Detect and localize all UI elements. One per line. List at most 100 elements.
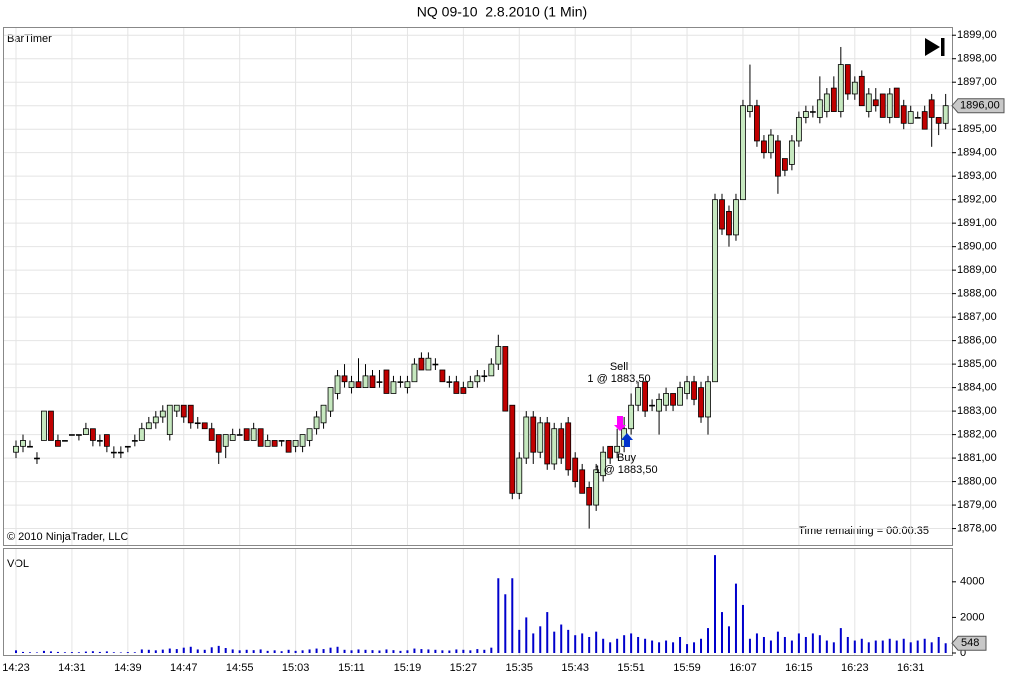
candle-body [348,381,355,389]
candle-body [62,440,68,442]
candle-body [334,375,341,394]
x-tick-label: 14:47 [170,662,198,674]
candle-body [858,75,865,107]
candle-body [495,346,502,365]
candle-body [537,422,544,453]
y-tick-label: 1883,00 [957,405,997,417]
y-tick-label: 0 [960,647,966,659]
candle-body [306,428,313,441]
candle-body [376,381,383,383]
candle-body [809,111,816,113]
candle-body [138,428,145,441]
candle-body [355,381,362,389]
y-tick-label: 1899,00 [957,29,997,41]
candle-body [194,422,201,425]
candle-body [292,440,299,447]
x-tick-label: 15:51 [617,662,645,674]
candle-body [851,81,858,95]
candle-body [124,445,131,448]
end-icon[interactable] [941,38,945,56]
candle-body [397,381,404,383]
candle-body [83,428,89,435]
candle-body [523,416,530,459]
candle-body [865,93,872,112]
candle-body [439,369,446,383]
sell-arrow [614,416,626,431]
x-tick-label: 15:35 [506,662,534,674]
candle-body [180,404,187,418]
y-tick-label: 4000 [960,576,984,588]
candle-body [516,457,523,494]
candle-body [886,93,893,118]
x-tick-label: 14:39 [114,662,142,674]
candle-body [558,428,565,459]
candle-body [110,451,117,454]
candle-body [341,375,348,383]
y-tick-label: 1895,00 [957,123,997,135]
play-to-end-button[interactable] [925,38,945,56]
candle-body [383,369,390,394]
candle-body [768,134,774,154]
copyright: © 2010 NinjaTrader, LLC [7,531,128,543]
indicator-label: BarTimer [7,33,52,45]
candle-body [201,422,208,430]
y-tick-label: 1890,00 [957,241,997,253]
y-tick-label: 1885,00 [957,358,997,370]
candle-body [551,428,558,465]
candle-body [914,117,921,119]
x-tick-label: 16:31 [897,662,925,674]
candle-body [481,375,488,378]
candle-body [586,487,593,506]
candle-body [719,199,725,230]
candle-body [823,93,830,112]
candle-body [117,451,124,454]
trade-label: Buy [617,452,636,464]
candle-body [474,375,481,383]
candle-body [320,404,327,424]
candle-body [670,393,676,406]
candle-body [76,434,82,436]
candle-body [446,381,453,383]
candle-body [264,440,271,447]
candle-body [907,111,914,124]
trade-detail: 1 @ 1883,50 [587,373,650,385]
candle-body [285,440,292,453]
trade-markers: Sell 1 @ 1883,50 Buy 1 @ 1883,50 [587,361,657,476]
candle-body [879,93,886,118]
y-tick-label: 1889,00 [957,264,997,276]
candle-body [41,410,47,441]
candle-body [488,363,495,377]
candle-body [27,445,33,448]
candle-body [663,393,669,406]
y-tick-label: 1887,00 [957,311,997,323]
trade-detail: 1 @ 1883,50 [594,464,657,476]
candle-body [145,422,152,430]
y-tick-label: 1894,00 [957,147,997,159]
x-tick-label: 16:23 [841,662,869,674]
x-tick-label: 15:43 [561,662,589,674]
candle-body [89,428,96,441]
candle-body [432,363,439,366]
candle-body [55,440,61,447]
candle-body [131,440,138,442]
candle-body [733,199,739,236]
candle-body [299,434,306,447]
y-tick-label: 1884,00 [957,382,997,394]
candle-body [698,387,704,418]
candle-body [600,451,607,477]
candle-body [530,416,537,453]
y-tick-label: 1882,00 [957,428,997,440]
candle-body [795,117,802,142]
candle-body [942,105,949,124]
candle-body [761,140,767,154]
y-tick-label: 1891,00 [957,217,997,229]
candle-body [656,398,662,412]
candle-body [278,440,285,442]
candle-body [243,428,250,441]
candle-body [593,469,600,506]
candle-body [509,404,516,494]
candle-body [677,387,683,406]
play-icon[interactable] [925,38,940,56]
candle-body [837,64,844,112]
y-tick-label: 2000 [960,611,984,623]
